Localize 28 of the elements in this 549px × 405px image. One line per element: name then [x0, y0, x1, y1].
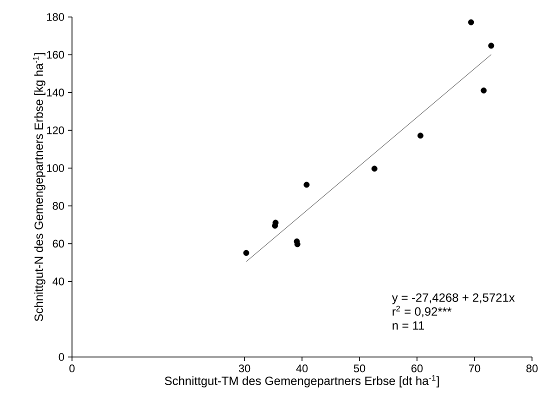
x-axis-title: Schnittgut-TM des Gemengepartners Erbse [dt ha$^{-1}$]	[164, 375, 439, 388]
x-tick-label: 30	[238, 364, 250, 372]
y-tick-label: 80	[52, 202, 64, 210]
y-tick-label: 0	[58, 353, 64, 361]
point	[488, 42, 494, 49]
x-tick-label: 0	[69, 364, 75, 372]
y-tick-label: 120	[47, 126, 64, 134]
x-tick-label: 60	[411, 364, 423, 372]
point	[304, 182, 310, 188]
y-tick-label: 100	[47, 164, 64, 172]
y-tick-label: 40	[52, 278, 64, 286]
annotation: y = -27,4268 + 2,5721x	[392, 293, 515, 304]
x-tick-label: 70	[468, 364, 480, 372]
x-tick-label: 50	[354, 364, 366, 372]
y-tick-label: 140	[47, 88, 64, 96]
y-axis-title: Schnittgut-N des Gemengepartners Erbse [kg ha$^{-1}$]	[33, 53, 46, 322]
point	[480, 87, 487, 94]
y-tick-label: 60	[52, 240, 64, 248]
point	[371, 166, 378, 172]
point	[243, 250, 250, 256]
annotation: n = 11	[392, 321, 424, 330]
annotation: r$^{2}$ = 0,92***	[392, 306, 452, 318]
y-tick-label: 160	[47, 50, 64, 59]
x-tick-label: 40	[296, 364, 308, 372]
y-tick-label: 180	[47, 13, 64, 21]
point	[468, 19, 474, 26]
point	[417, 132, 424, 139]
x-tick-label: 80	[526, 364, 538, 372]
